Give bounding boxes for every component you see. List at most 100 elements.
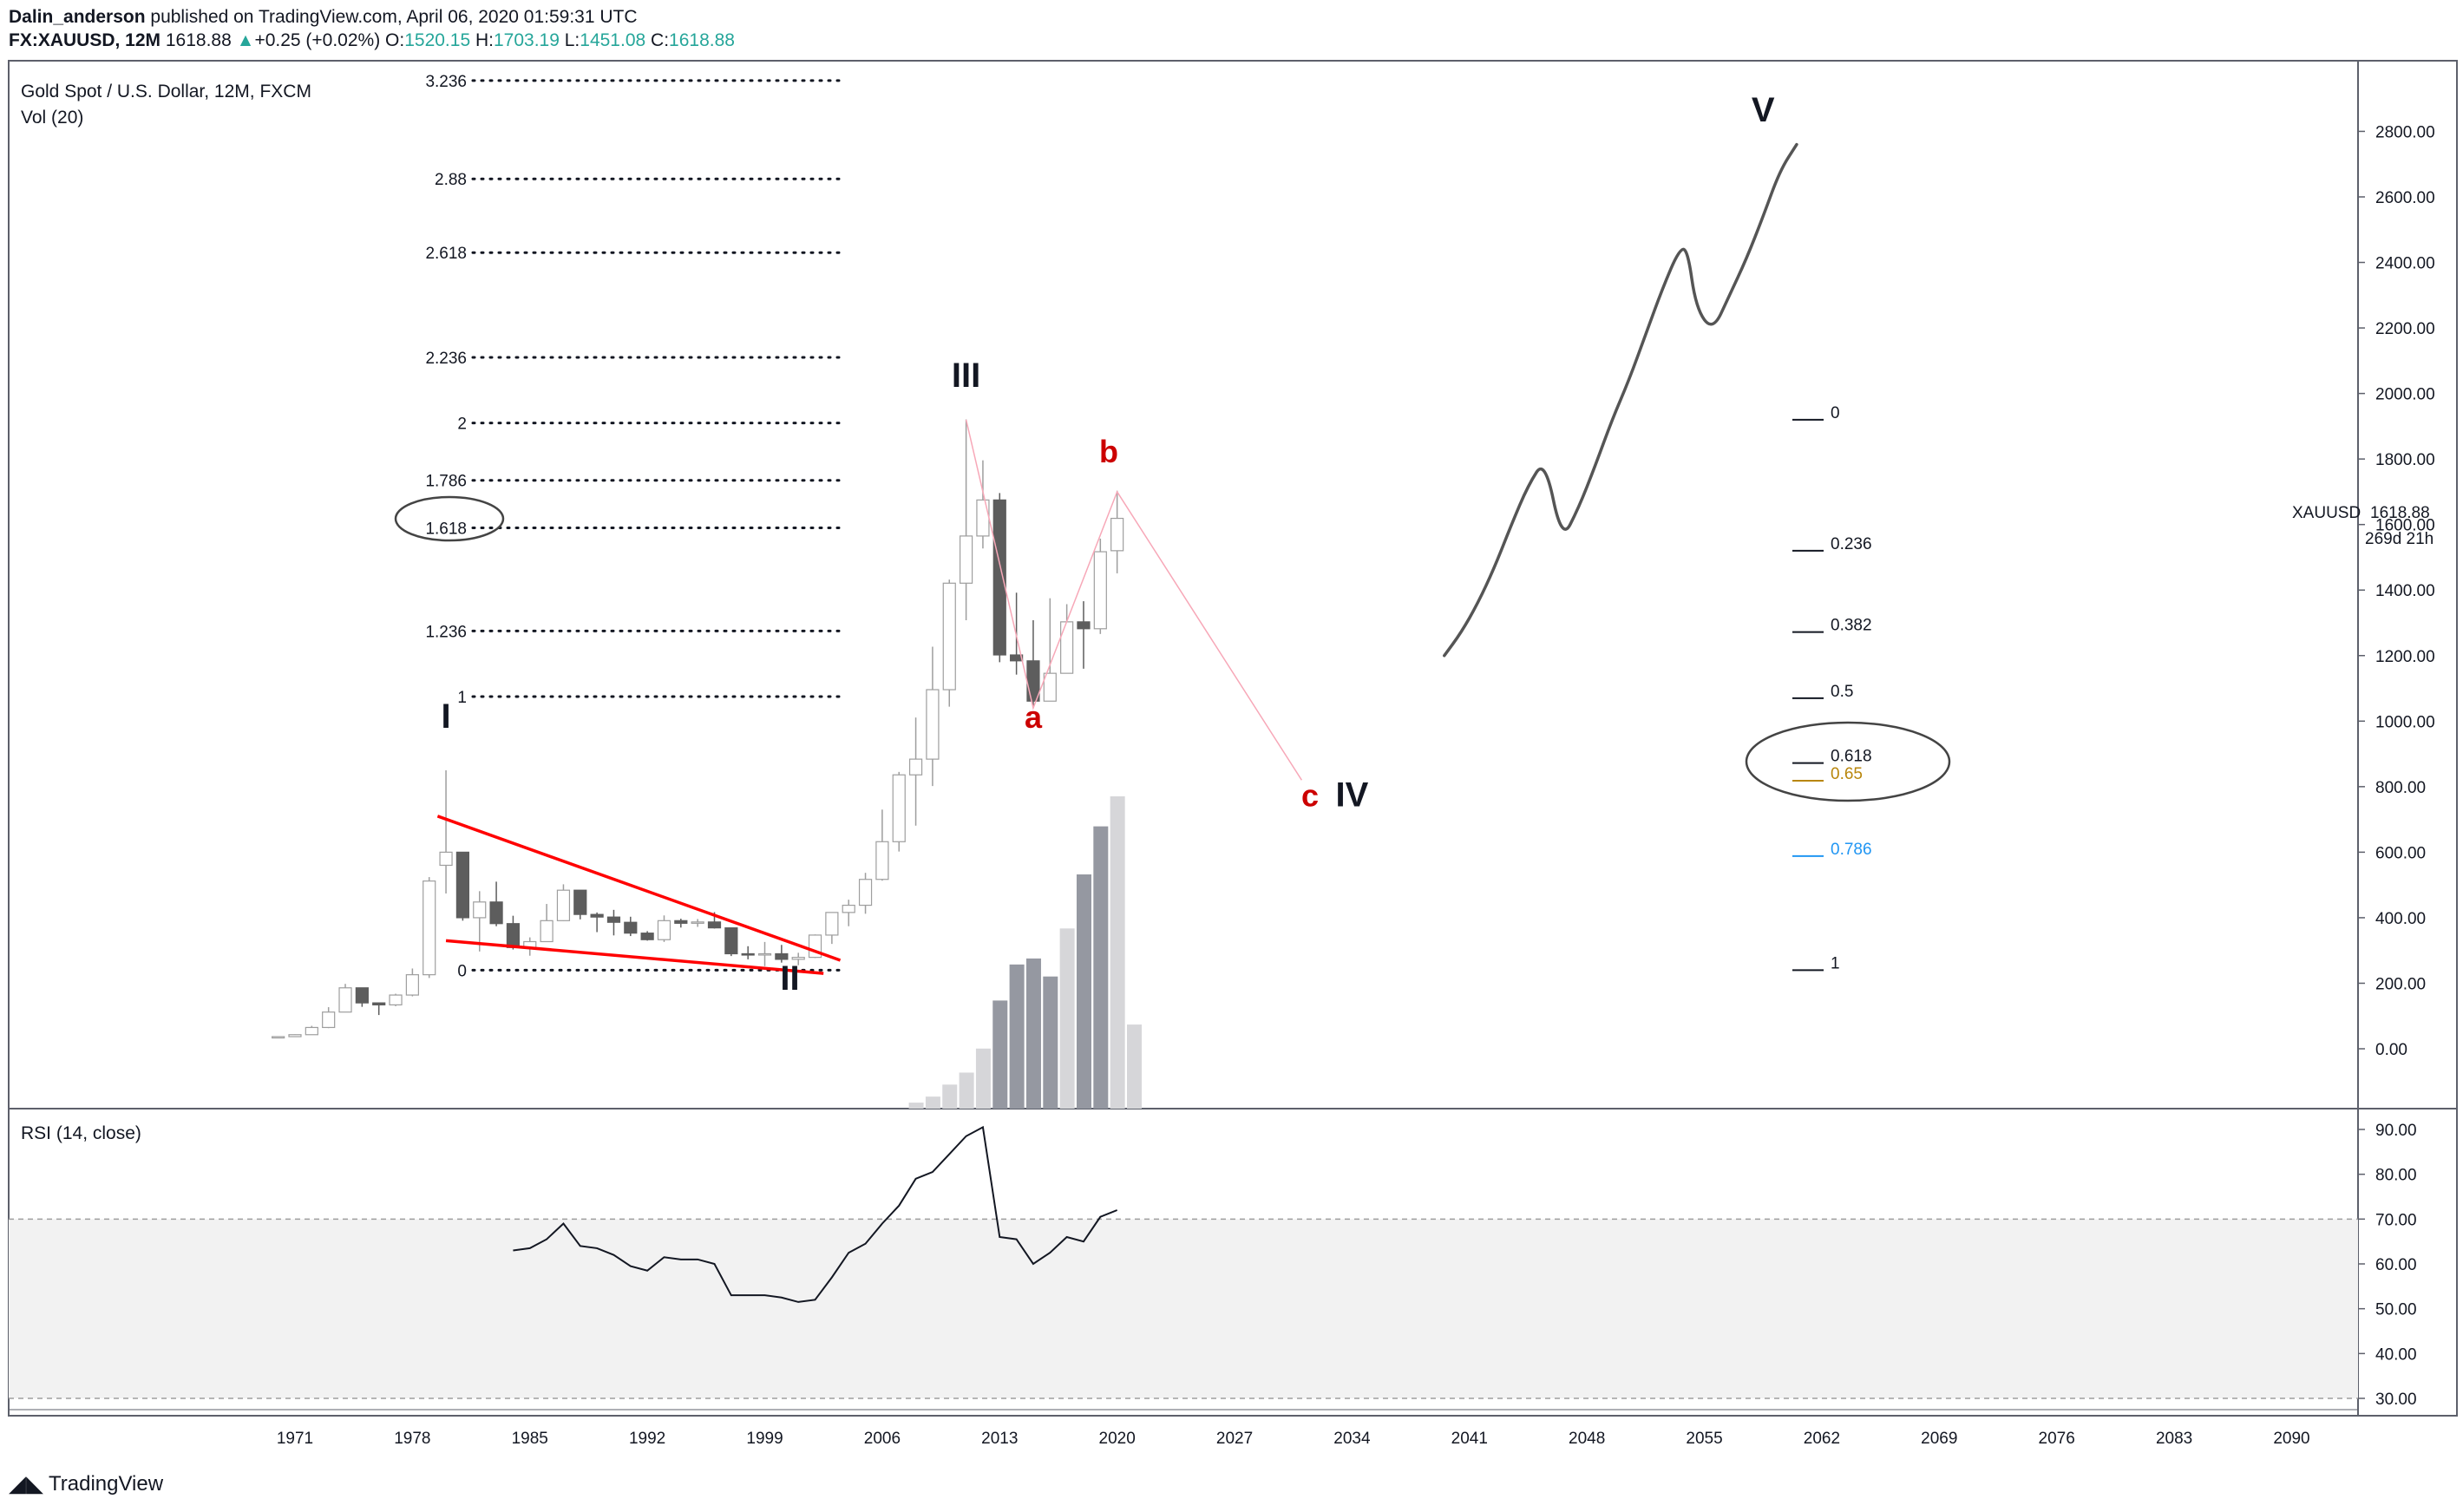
tradingview-brand[interactable]: ◢◣ TradingView bbox=[9, 1470, 163, 1497]
candles bbox=[272, 419, 1124, 1039]
projection-line bbox=[1443, 142, 1798, 658]
change-arrow-icon: ▲ bbox=[236, 30, 255, 50]
x-tick-label: 1992 bbox=[629, 1430, 665, 1448]
volume-bar bbox=[925, 1096, 940, 1109]
close-value: 1618.88 bbox=[669, 30, 735, 50]
candle-body bbox=[272, 1036, 285, 1039]
candle-body bbox=[439, 851, 453, 867]
y-tick-label: 2000.00 bbox=[2375, 386, 2435, 404]
candle-body bbox=[976, 499, 990, 537]
change-value: +0.25 (+0.02%) bbox=[254, 30, 381, 50]
candle-body bbox=[775, 952, 789, 960]
candle-body bbox=[825, 912, 839, 936]
x-tick-label: 2069 bbox=[1921, 1430, 1957, 1448]
fib-ext-label: 1 bbox=[457, 689, 467, 707]
x-tick-label: 2090 bbox=[2273, 1430, 2309, 1448]
y-tick-label: 1800.00 bbox=[2375, 451, 2435, 469]
candle-body bbox=[1110, 517, 1124, 552]
candle-body bbox=[691, 921, 704, 924]
fib-ext-label: 1.236 bbox=[425, 623, 467, 641]
candle-body bbox=[389, 994, 403, 1005]
fib-extension[interactable]: 3.236 2.88 2.618 2.236 2 1.786 1.618 1.236 1 0 bbox=[425, 73, 848, 980]
wave-label-V: V bbox=[1752, 91, 1775, 129]
circle-1618[interactable] bbox=[394, 495, 505, 542]
volume-bar bbox=[1076, 874, 1091, 1109]
y-tick-label: 2400.00 bbox=[2375, 255, 2435, 273]
volume-legend: Vol (20) bbox=[21, 108, 83, 128]
volume-bar bbox=[1043, 976, 1058, 1109]
candle-body bbox=[606, 916, 621, 923]
price-tag-symbol: XAUUSD bbox=[2292, 504, 2361, 522]
volume-bar bbox=[975, 1048, 991, 1109]
wave-label-III: III bbox=[952, 357, 980, 395]
y-tick-label: 800.00 bbox=[2375, 779, 2426, 797]
fib-ext-label: 1.786 bbox=[425, 473, 467, 491]
annotation-circles[interactable] bbox=[394, 495, 1951, 802]
candle-body bbox=[338, 987, 352, 1013]
rsi-tick-label: 60.00 bbox=[2375, 1256, 2417, 1274]
y-tick-label: 0.00 bbox=[2375, 1041, 2407, 1059]
candle-body bbox=[657, 920, 671, 940]
fib-ret-label: 0.5 bbox=[1831, 683, 1853, 701]
candle-body bbox=[573, 889, 587, 915]
x-tick-label: 2062 bbox=[1804, 1430, 1840, 1448]
candle-body bbox=[405, 974, 419, 996]
y-tick-label: 600.00 bbox=[2375, 844, 2426, 862]
candle-body bbox=[959, 535, 973, 584]
rsi-band-fill bbox=[9, 1219, 2358, 1398]
candle-body bbox=[842, 904, 855, 913]
x-tick-label: 2006 bbox=[864, 1430, 901, 1448]
publisher-name[interactable]: Dalin_anderson bbox=[9, 7, 146, 27]
y-tick-label: 1600.00 bbox=[2375, 517, 2435, 535]
symbol-label[interactable]: FX:XAUUSD, 12M bbox=[9, 30, 161, 50]
y-tick-label: 2600.00 bbox=[2375, 189, 2435, 207]
abc-correction-path[interactable] bbox=[965, 419, 1303, 781]
x-tick-label: 2083 bbox=[2156, 1430, 2192, 1448]
volume-bar bbox=[1110, 796, 1125, 1109]
wave-label-I: I bbox=[441, 697, 450, 736]
candle-body bbox=[355, 987, 369, 1004]
rsi-tick-label: 50.00 bbox=[2375, 1301, 2417, 1319]
wedge-trendlines[interactable] bbox=[436, 815, 842, 975]
fib-ret-label: 0.382 bbox=[1831, 617, 1872, 635]
close-label: C: bbox=[651, 30, 670, 50]
fib-ret-label: 0.618 bbox=[1831, 748, 1872, 766]
x-tick-label: 2041 bbox=[1451, 1430, 1488, 1448]
volume-bar bbox=[1093, 826, 1109, 1109]
projection-path[interactable] bbox=[1443, 142, 1798, 658]
rsi-band bbox=[9, 1218, 2358, 1399]
volume-bar bbox=[1059, 928, 1075, 1109]
fib-ext-label: 3.236 bbox=[425, 73, 467, 91]
candle-body bbox=[556, 889, 571, 921]
price-axis: 2800.00 2600.00 2400.00 2200.00 2000.00 1800.… bbox=[2358, 123, 2435, 1059]
x-tick-label: 2027 bbox=[1216, 1430, 1253, 1448]
chart-frame bbox=[8, 60, 2458, 1417]
volume-bar bbox=[1025, 958, 1041, 1109]
rsi-tick-label: 40.00 bbox=[2375, 1345, 2417, 1364]
candle-body bbox=[423, 880, 436, 976]
x-tick-label: 2013 bbox=[981, 1430, 1018, 1448]
candle-body bbox=[858, 879, 873, 907]
x-tick-label: 2034 bbox=[1333, 1430, 1371, 1448]
rsi-line bbox=[513, 1125, 1118, 1303]
rsi-tick-label: 80.00 bbox=[2375, 1167, 2417, 1185]
candle-body bbox=[322, 1011, 336, 1029]
circle-0618[interactable] bbox=[1745, 721, 1951, 802]
publish-line: Dalin_anderson published on TradingView.… bbox=[9, 5, 735, 29]
candle-body bbox=[506, 923, 521, 948]
candle-body bbox=[1077, 621, 1091, 630]
open-label: O: bbox=[385, 30, 405, 50]
candle-body bbox=[707, 921, 722, 929]
y-tick-label: 2800.00 bbox=[2375, 123, 2435, 141]
wave-label-II: II bbox=[780, 959, 799, 998]
x-tick-label: 2055 bbox=[1686, 1430, 1722, 1448]
header-bar: Dalin_anderson published on TradingView.… bbox=[9, 5, 735, 52]
high-label: H: bbox=[475, 30, 494, 50]
rsi-axis: 90.00 80.00 70.00 60.00 50.00 40.00 30.00 bbox=[2358, 1122, 2417, 1409]
low-label: L: bbox=[564, 30, 580, 50]
fib-ret-label: 0.236 bbox=[1831, 535, 1872, 553]
candle-body bbox=[942, 582, 956, 691]
wave-label-c: c bbox=[1301, 778, 1319, 814]
